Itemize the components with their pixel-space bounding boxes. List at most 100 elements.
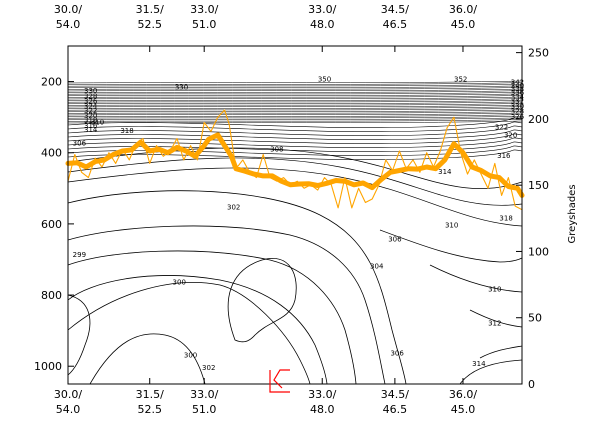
top-axis-label-line1: 31.5/	[136, 3, 164, 16]
contour-label: 328	[84, 93, 97, 101]
contour-line	[67, 225, 386, 385]
contour-label: 352	[454, 76, 467, 84]
contour-line	[67, 88, 523, 92]
bottom-axis-label-line2: 48.0	[310, 403, 335, 416]
contour-label: 306	[390, 350, 404, 358]
bottom-axis-label-line1: 33.0/	[190, 388, 218, 401]
contour-label: 318	[84, 116, 97, 124]
top-axis-label-line2: 45.0	[451, 18, 476, 31]
contour-label: 334	[511, 93, 525, 101]
top-axis-label-line2: 51.0	[192, 18, 217, 31]
contour-label: 308	[270, 146, 283, 154]
contour-line	[67, 85, 523, 89]
contour-label: 322	[84, 107, 97, 115]
contour-label: 316	[84, 122, 98, 130]
top-axis-label-line2: 52.5	[137, 18, 162, 31]
left-axis-tick-label: 600	[41, 218, 62, 231]
contour-label: 340	[511, 82, 524, 90]
contour-line	[67, 125, 523, 137]
bottom-axis-label-line1: 31.5/	[136, 388, 164, 401]
contour-label: 306	[73, 140, 87, 148]
contour-label: 330	[84, 87, 97, 95]
contour-line	[67, 82, 523, 85]
contour-label: 314	[84, 126, 98, 134]
contour-label: 310	[91, 118, 104, 126]
bottom-axis-label-line1: 34.5/	[381, 388, 409, 401]
contour-label: 302	[227, 204, 240, 212]
contour-line	[67, 98, 523, 101]
bottom-axis-label-line2: 46.5	[383, 403, 408, 416]
bottom-axis-label-line1: 36.0/	[449, 388, 477, 401]
contour-label: 316	[497, 152, 511, 160]
contour-line	[67, 119, 523, 122]
contour-label: 318	[120, 127, 133, 135]
contour-line	[67, 109, 523, 113]
contour-line	[67, 99, 523, 103]
contour-label: 332	[511, 98, 524, 106]
top-axis-label-line1: 33.0/	[190, 3, 218, 16]
contour-line	[67, 101, 523, 105]
contour-label: 342	[511, 78, 524, 86]
contour-line	[429, 264, 523, 293]
contour-line	[67, 103, 523, 106]
contour-label: 322	[495, 124, 508, 132]
contour-label: 314	[438, 168, 452, 176]
contour-line	[67, 80, 523, 84]
contour-line	[67, 93, 523, 97]
bottom-axis-label-line2: 45.0	[451, 403, 476, 416]
contour-label: 300	[184, 351, 197, 359]
red-marker-layer	[269, 369, 290, 393]
bottom-axis-label-line1: 30.0/	[54, 388, 82, 401]
right-axis-title: Greyshades	[567, 184, 578, 243]
contour-line	[479, 345, 523, 359]
contour-label: 310	[488, 285, 501, 293]
contour-label: 330	[511, 102, 524, 110]
right-axis-tick-label: 250	[528, 47, 549, 60]
orange-series-layer	[65, 109, 525, 211]
contour-line	[67, 95, 523, 98]
contour-line	[67, 157, 523, 206]
top-axis-label-line1: 34.5/	[381, 3, 409, 16]
contour-line	[459, 359, 523, 385]
contour-label: 314	[472, 360, 486, 368]
top-axis-label-line1: 33.0/	[308, 3, 336, 16]
bottom-axis-label-line2: 52.5	[137, 403, 162, 416]
contour-line	[89, 333, 206, 385]
contour-line	[67, 107, 523, 111]
contour-label: 318	[499, 214, 512, 222]
contour-label: 326	[84, 98, 98, 106]
left-axis-tick-label: 400	[41, 147, 62, 160]
right-axis-tick-label: 100	[528, 245, 549, 258]
contour-label: 306	[388, 236, 402, 244]
contour-label: 320	[504, 131, 517, 139]
contour-label: 328	[511, 108, 524, 116]
contour-line	[469, 309, 523, 328]
plot-frame	[67, 45, 523, 385]
contour-line	[67, 275, 328, 385]
contour-label: 310	[445, 221, 458, 229]
top-axis-label-line1: 36.0/	[449, 3, 477, 16]
contour-line	[67, 282, 311, 385]
bottom-axis-label-line2: 54.0	[56, 403, 81, 416]
contour-line	[67, 294, 91, 376]
contour-label: 299	[73, 251, 86, 259]
bottom-axis-label-line2: 51.0	[192, 403, 217, 416]
right-axis-tick-label: 150	[528, 179, 549, 192]
contour-line	[67, 106, 523, 109]
contour-label: 304	[370, 262, 384, 270]
contour-line	[67, 83, 523, 87]
contour-label: 324	[84, 102, 98, 110]
contour-label: 300	[173, 278, 186, 286]
contour-line	[67, 114, 523, 117]
contour-line	[67, 141, 523, 153]
contour-line	[67, 129, 523, 141]
isentrope-contour-lines	[67, 80, 523, 385]
contour-label: 326	[511, 113, 525, 121]
contour-line	[67, 104, 523, 108]
contour-line	[67, 115, 523, 119]
contour-line	[227, 258, 297, 343]
top-axis-label-line2: 54.0	[56, 18, 81, 31]
contour-line	[67, 117, 523, 121]
contour-label: 330	[175, 83, 188, 91]
